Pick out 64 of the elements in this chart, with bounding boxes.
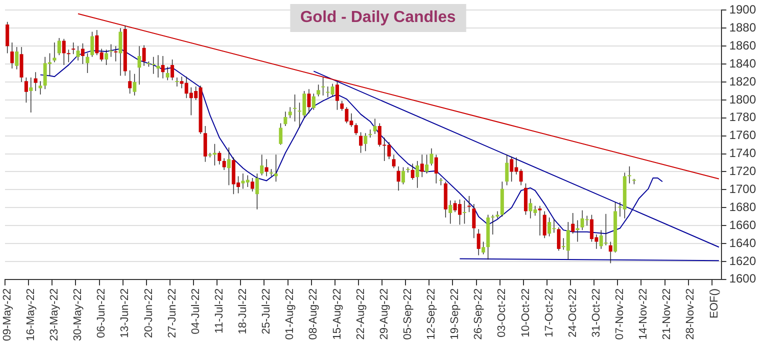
- x-tick-label: 17-Oct-22: [543, 288, 556, 338]
- x-tick-label: 08-Aug-22: [308, 288, 320, 340]
- candlestick: [52, 42, 56, 62]
- x-tick-label: 15-Aug-22: [331, 288, 344, 340]
- y-tick-label: 1820: [729, 74, 756, 88]
- candlestick: [274, 154, 278, 182]
- candlestick: [29, 78, 33, 113]
- x-tick-label: 04-Jul-22: [190, 288, 202, 334]
- candlestick: [86, 53, 90, 74]
- y-tick-label: 1880: [729, 20, 756, 34]
- x-tick-label: EOF(): [708, 288, 720, 318]
- candlestick: [321, 78, 325, 96]
- candlestick: [439, 178, 443, 186]
- x-tick-label: 13-Jun-22: [119, 288, 132, 338]
- y-tick-label: 1780: [729, 110, 756, 124]
- x-tick-label: 25-Jul-22: [260, 288, 273, 334]
- x-tick-label: 06-Jun-22: [96, 288, 108, 338]
- y-tick-label: 1740: [729, 146, 756, 160]
- candlestick: [264, 159, 268, 176]
- x-tick-label: 23-May-22: [48, 288, 61, 341]
- candlestick: [175, 78, 179, 86]
- x-tick-label: 22-Aug-22: [354, 288, 367, 340]
- x-tick-label: 28-Nov-22: [684, 288, 697, 340]
- y-tick-label: 1840: [729, 56, 756, 70]
- x-tick-label: 24-Oct-22: [566, 288, 579, 338]
- y-tick-label: 1660: [729, 218, 756, 232]
- y-tick-label: 1700: [729, 182, 756, 196]
- candlestick: [462, 200, 466, 224]
- candlestick: [608, 242, 612, 264]
- x-tick-label: 14-Nov-22: [638, 288, 650, 340]
- candlestick: [406, 167, 410, 173]
- x-tick-label: 29-Aug-22: [378, 288, 390, 340]
- x-tick-label: 07-Nov-22: [614, 288, 626, 340]
- y-tick-label: 1600: [729, 272, 756, 286]
- candlestick: [628, 166, 632, 184]
- candlestick: [152, 56, 156, 74]
- y-tick-label: 1760: [729, 128, 756, 142]
- x-tick-label: 20-Jun-22: [142, 288, 155, 338]
- x-tick-label: 10-Oct-22: [520, 288, 532, 338]
- x-tick-label: 31-Oct-22: [590, 288, 602, 338]
- y-tick-label: 1800: [729, 92, 756, 106]
- x-tick-label: 11-Jul-22: [213, 288, 226, 334]
- x-tick-label: 03-Oct-22: [496, 288, 508, 338]
- x-tick-label: 18-Jul-22: [237, 288, 250, 334]
- x-tick-label: 30-May-22: [72, 288, 84, 341]
- x-tick-label: 19-Sep-22: [449, 288, 462, 340]
- x-tick-label: 12-Sep-22: [426, 288, 438, 340]
- x-tick-label: 27-Jun-22: [166, 288, 178, 338]
- y-tick-label: 1620: [729, 254, 756, 268]
- y-tick-label: 1720: [729, 164, 756, 178]
- x-tick-label: 26-Sep-22: [472, 288, 485, 340]
- x-tick-label: 16-May-22: [24, 288, 37, 341]
- x-tick-label: 01-Aug-22: [284, 288, 296, 340]
- candlestick: [109, 44, 113, 57]
- chart-title: Gold - Daily Candles: [290, 4, 466, 32]
- y-tick-label: 1640: [729, 236, 756, 250]
- x-tick-label: 21-Nov-22: [661, 288, 674, 340]
- y-tick-label: 1860: [729, 38, 756, 52]
- x-tick-label: 05-Sep-22: [402, 288, 414, 340]
- y-tick-label: 1900: [729, 2, 756, 17]
- candlestick: [420, 154, 424, 178]
- y-tick-label: 1680: [729, 200, 756, 214]
- candlestick: [166, 66, 170, 80]
- x-tick-label: 09-May-22: [1, 288, 14, 341]
